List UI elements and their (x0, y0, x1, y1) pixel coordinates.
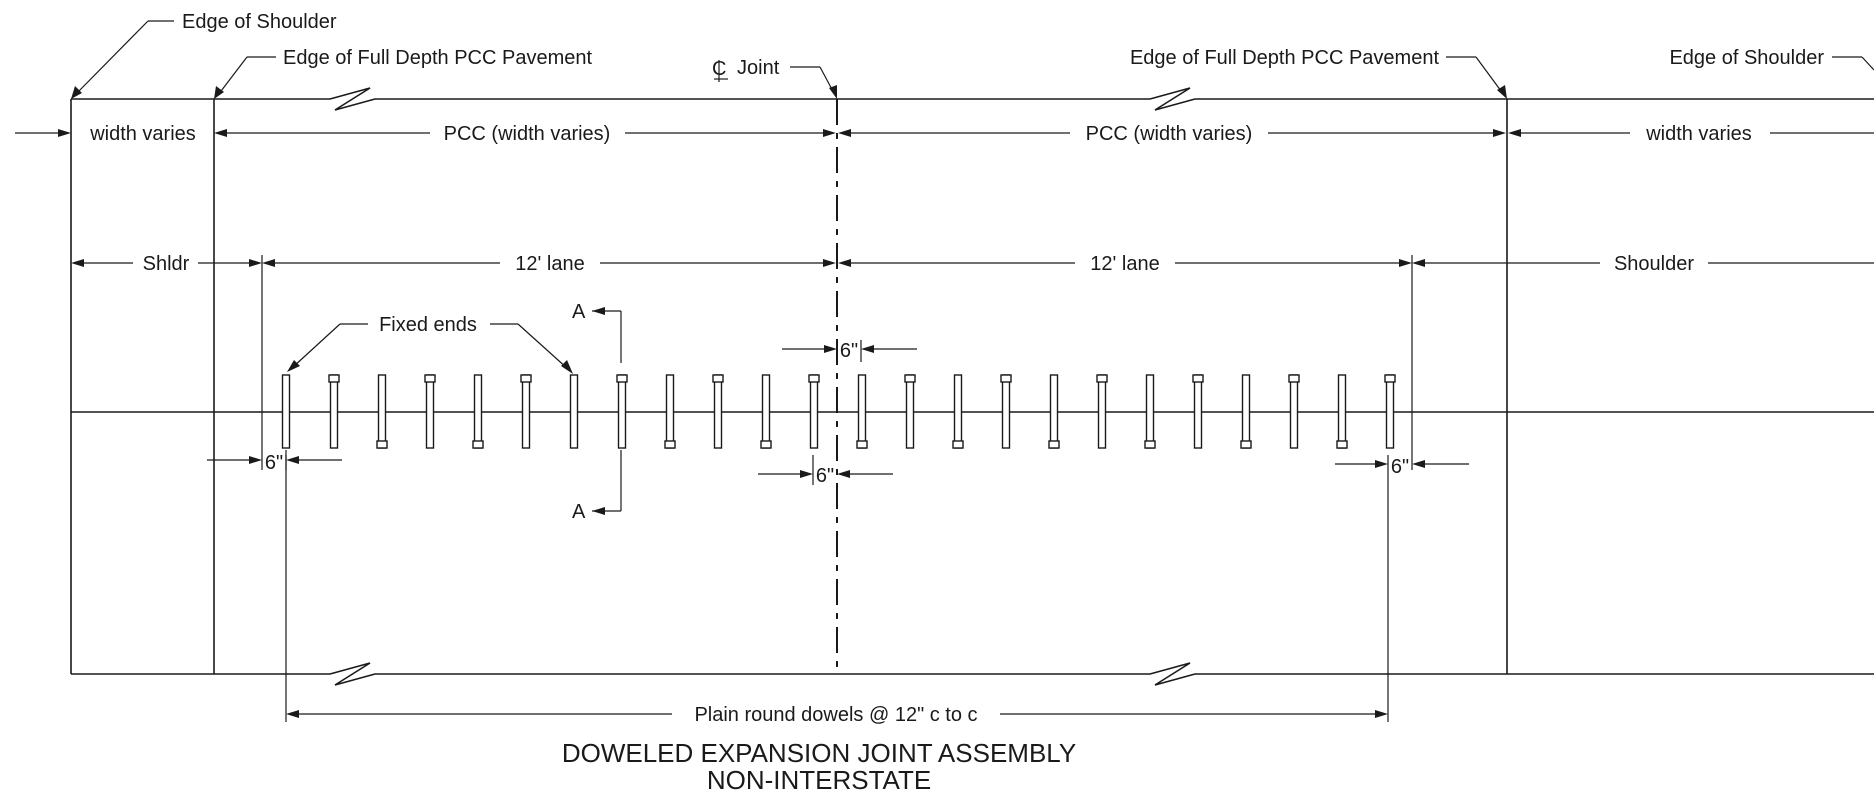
edge-pcc-right-label: Edge of Full Depth PCC Pavement (1130, 47, 1439, 69)
centerline-symbol: C (712, 58, 728, 82)
fixed-ends-leaders (287, 323, 573, 374)
dowel-bar (1145, 374, 1155, 449)
shoulder-label: Shoulder (1614, 253, 1694, 275)
expansion-cap (616, 374, 628, 383)
section-a-bottom-label: A (572, 501, 586, 523)
expansion-cap (760, 440, 772, 449)
dowel-bar (713, 374, 723, 449)
dowel-bar (473, 374, 483, 449)
dim-6-top-label: 6" (840, 340, 858, 362)
expansion-cap (1384, 374, 1396, 383)
dowel-bar (1337, 374, 1347, 449)
expansion-cap (1240, 440, 1252, 449)
expansion-cap (520, 374, 532, 383)
dowel-spacing-dimension (285, 455, 1389, 722)
edge-pcc-left-label: Edge of Full Depth PCC Pavement (283, 47, 592, 69)
dim-6-right-label: 6" (1391, 456, 1409, 478)
expansion-cap (856, 440, 868, 449)
lane-left-label: 12' lane (515, 253, 584, 275)
six-inch-dimensions (207, 340, 1469, 485)
expansion-cap (712, 374, 724, 383)
dowel-bar (425, 374, 435, 449)
dim-6-left-label: 6" (265, 452, 283, 474)
dowel-bar (1049, 374, 1059, 449)
dim-6-center-label: 6" (816, 465, 834, 487)
width-varies-left-label: width varies (89, 123, 196, 145)
expansion-cap (1048, 440, 1060, 449)
dowel-bar (329, 374, 339, 449)
expansion-cap (1336, 440, 1348, 449)
dowel-bar (569, 374, 579, 449)
lane-dimension-row (71, 255, 1874, 470)
expansion-cap (1096, 374, 1108, 383)
edge-leaders (71, 20, 1874, 99)
fixed-ends-label: Fixed ends (379, 314, 477, 336)
dowel-bar (905, 374, 915, 449)
joint-label: Joint (737, 57, 780, 79)
expansion-cap (328, 374, 340, 383)
dowel-bar (1385, 374, 1395, 449)
expansion-cap (1000, 374, 1012, 383)
section-a-top-label: A (572, 301, 586, 323)
expansion-cap (1192, 374, 1204, 383)
width-varies-right-label: width varies (1645, 123, 1752, 145)
dowels-label: Plain round dowels @ 12" c to c (694, 704, 977, 726)
dowel-bar (281, 374, 291, 449)
expansion-cap (472, 440, 484, 449)
dowel-bar (809, 374, 819, 449)
expansion-cap (376, 440, 388, 449)
pcc-width-left-label: PCC (width varies) (444, 123, 611, 145)
dowel-bar (521, 374, 531, 449)
dowel-bar (1193, 374, 1203, 449)
dowel-bar (1289, 374, 1299, 449)
expansion-cap (904, 374, 916, 383)
title-line-2: NON-INTERSTATE (707, 765, 931, 793)
dowel-assembly (281, 374, 1396, 449)
expansion-cap (952, 440, 964, 449)
expansion-cap (424, 374, 436, 383)
edge-shoulder-right-label: Edge of Shoulder (1669, 47, 1824, 69)
edge-shoulder-left-label: Edge of Shoulder (182, 11, 337, 33)
expansion-cap (1288, 374, 1300, 383)
expansion-cap (808, 374, 820, 383)
expansion-cap (1144, 440, 1156, 449)
shldr-label: Shldr (143, 253, 190, 275)
pavement-outline (70, 87, 1874, 686)
dowel-bar (617, 374, 627, 449)
dowel-bar (857, 374, 867, 449)
dowel-bar (761, 374, 771, 449)
title-line-1: DOWELED EXPANSION JOINT ASSEMBLY (562, 738, 1076, 768)
dowel-bar (1097, 374, 1107, 449)
lane-right-label: 12' lane (1090, 253, 1159, 275)
width-dimension-row (15, 129, 1874, 137)
pcc-width-right-label: PCC (width varies) (1086, 123, 1253, 145)
expansion-cap (664, 440, 676, 449)
dowel-bar (665, 374, 675, 449)
dowel-bar (1241, 374, 1251, 449)
dowel-bar (1001, 374, 1011, 449)
dowel-bar (377, 374, 387, 449)
section-a-marker (592, 307, 622, 515)
dowel-bar (953, 374, 963, 449)
